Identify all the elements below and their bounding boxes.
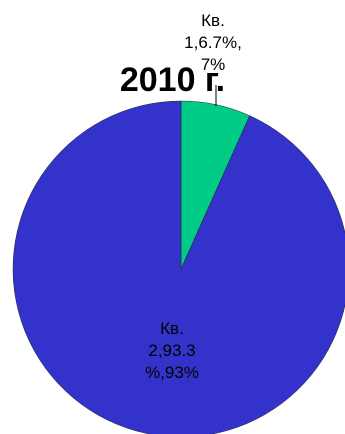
slice-label-1: Кв. 1,6.7%, 7% bbox=[168, 10, 258, 76]
slice-label-1-line-1: Кв. bbox=[201, 11, 225, 30]
pie-slices bbox=[12, 100, 345, 434]
slice-label-2-line-1: Кв. bbox=[160, 319, 184, 338]
slice-label-2-line-3: %,93% bbox=[145, 363, 199, 382]
chart-title: 2010 г. bbox=[119, 61, 226, 99]
pie-slice-2 bbox=[12, 100, 345, 434]
slice-label-1-line-3: 7% bbox=[200, 55, 226, 74]
slice-label-2-line-2: 2,93.3 bbox=[148, 341, 196, 360]
slice-label-2: Кв. 2,93.3 %,93% bbox=[112, 318, 232, 384]
slice-label-1-line-2: 1,6.7%, bbox=[184, 33, 242, 52]
